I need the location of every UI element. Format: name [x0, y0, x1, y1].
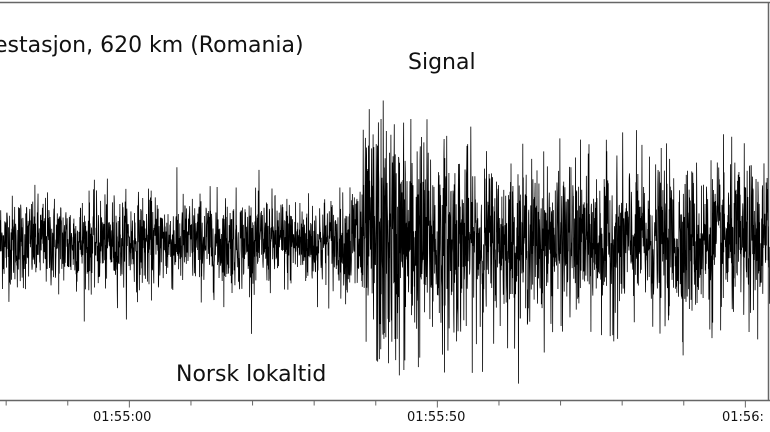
x-tick-label: 01:55:50: [407, 410, 465, 425]
signal-annotation: Signal: [408, 50, 476, 75]
x-axis-ticks: [5, 400, 746, 408]
chart-title: estasjon, 620 km (Romania): [0, 33, 304, 58]
x-tick-label: 01:55:00: [93, 410, 151, 425]
x-tick-label: 01:56:: [722, 410, 764, 425]
x-axis-label: Norsk lokaltid: [176, 362, 326, 387]
seismogram-trace: [0, 100, 770, 384]
